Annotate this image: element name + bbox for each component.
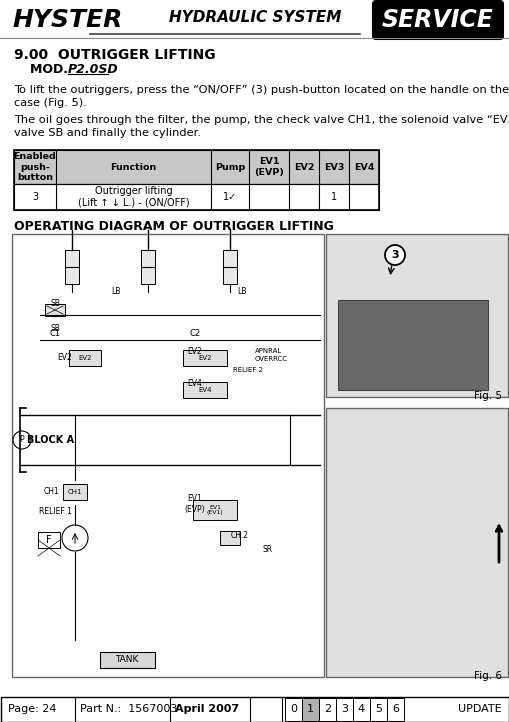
Text: EV4: EV4	[353, 162, 374, 172]
Text: EV1
(EVP): EV1 (EVP)	[253, 157, 284, 177]
Bar	[38, 532, 60, 548]
Text: 3: 3	[32, 192, 38, 202]
Text: 1: 1	[306, 705, 314, 715]
Text: 1: 1	[330, 192, 336, 202]
Text: SB: SB	[50, 324, 60, 333]
Bar	[65, 250, 79, 284]
Text: To lift the outriggers, press the “ON/OFF” (3) push-button located on the handle: To lift the outriggers, press the “ON/OF…	[14, 85, 509, 95]
Text: Pump: Pump	[214, 162, 245, 172]
Text: Part N.:  1567003: Part N.: 1567003	[80, 705, 177, 715]
Bar	[325, 234, 507, 397]
Text: UPDATE: UPDATE	[458, 705, 501, 715]
Text: 2: 2	[323, 705, 330, 715]
Bar	[45, 304, 65, 316]
Text: April 2007: April 2007	[175, 705, 239, 715]
Text: EV1
(EV1): EV1 (EV1)	[206, 505, 223, 516]
Bar	[192, 500, 237, 520]
Text: HYSTER: HYSTER	[12, 8, 122, 32]
Text: P: P	[20, 435, 24, 445]
Bar	[301, 698, 318, 721]
Text: CH.2: CH.2	[231, 531, 248, 539]
Text: SR: SR	[263, 546, 272, 554]
Text: EV4: EV4	[187, 380, 202, 388]
Bar	[335, 698, 352, 721]
Text: 9.00  OUTRIGGER LIFTING: 9.00 OUTRIGGER LIFTING	[14, 48, 215, 62]
Bar	[63, 484, 87, 500]
Bar	[12, 234, 323, 677]
Text: P2.0SD: P2.0SD	[68, 63, 119, 76]
Text: EV3: EV3	[323, 162, 344, 172]
Text: MOD.: MOD.	[30, 63, 76, 76]
Bar	[14, 184, 378, 210]
Text: CH1: CH1	[68, 489, 82, 495]
Text: 1✓: 1✓	[222, 192, 237, 202]
Bar	[386, 698, 403, 721]
Text: 6: 6	[391, 705, 398, 715]
Text: SERVICE: SERVICE	[381, 8, 493, 32]
Text: 0: 0	[290, 705, 296, 715]
Bar	[183, 350, 227, 366]
Bar	[1, 697, 508, 722]
Bar	[337, 300, 487, 390]
Text: CH1: CH1	[44, 487, 60, 497]
Bar	[318, 698, 335, 721]
Text: 5: 5	[374, 705, 381, 715]
Text: Function: Function	[110, 162, 156, 172]
Text: case (Fig. 5).: case (Fig. 5).	[14, 98, 87, 108]
Text: Page: 24: Page: 24	[8, 705, 56, 715]
Bar	[325, 408, 507, 677]
FancyBboxPatch shape	[372, 1, 502, 39]
Text: EV2: EV2	[78, 355, 92, 361]
Text: 3: 3	[390, 250, 398, 260]
Text: RELIEF 2: RELIEF 2	[233, 367, 263, 373]
Bar	[222, 250, 237, 284]
Text: HYDRAULIC SYSTEM: HYDRAULIC SYSTEM	[168, 10, 341, 25]
Text: EV2: EV2	[58, 354, 72, 362]
Text: valve SB and finally the cylinder.: valve SB and finally the cylinder.	[14, 128, 201, 138]
Text: Outrigger lifting
(Lift ↑ ↓ L.) - (ON/OFF): Outrigger lifting (Lift ↑ ↓ L.) - (ON/OF…	[77, 186, 189, 208]
Bar	[369, 698, 386, 721]
Bar	[183, 382, 227, 398]
Text: Fig. 6: Fig. 6	[473, 671, 501, 681]
Text: F: F	[46, 535, 52, 545]
Bar	[14, 150, 378, 210]
Text: RELIEF 1: RELIEF 1	[39, 508, 71, 516]
Text: Enabled
push-
button: Enabled push- button	[14, 152, 56, 182]
Bar	[219, 531, 240, 545]
Text: EV1
(EVP): EV1 (EVP)	[184, 495, 205, 513]
Text: EV2: EV2	[293, 162, 314, 172]
Text: 3: 3	[341, 705, 347, 715]
Bar	[285, 698, 301, 721]
Bar	[352, 698, 369, 721]
Text: LB: LB	[237, 287, 246, 297]
Text: OPERATING DIAGRAM OF OUTRIGGER LIFTING: OPERATING DIAGRAM OF OUTRIGGER LIFTING	[14, 220, 333, 233]
Bar	[69, 350, 101, 366]
Text: C2: C2	[189, 329, 200, 339]
Bar	[140, 250, 155, 284]
Bar	[14, 150, 378, 184]
Text: 4: 4	[357, 705, 364, 715]
Text: LB: LB	[111, 287, 121, 297]
Text: APNRAL
OVERRCC: APNRAL OVERRCC	[254, 348, 288, 362]
Text: Fig. 5: Fig. 5	[473, 391, 501, 401]
Text: EV2: EV2	[187, 347, 202, 357]
Circle shape	[384, 245, 404, 265]
Text: TANK: TANK	[115, 656, 138, 664]
Text: C1: C1	[49, 329, 61, 339]
Text: SB: SB	[50, 300, 60, 308]
Text: The oil goes through the filter, the pump, the check valve CH1, the solenoid val: The oil goes through the filter, the pum…	[14, 115, 509, 125]
Bar	[100, 652, 155, 668]
Text: EV2: EV2	[198, 355, 211, 361]
Text: BLOCK A: BLOCK A	[27, 435, 74, 445]
Text: EV4: EV4	[198, 387, 211, 393]
